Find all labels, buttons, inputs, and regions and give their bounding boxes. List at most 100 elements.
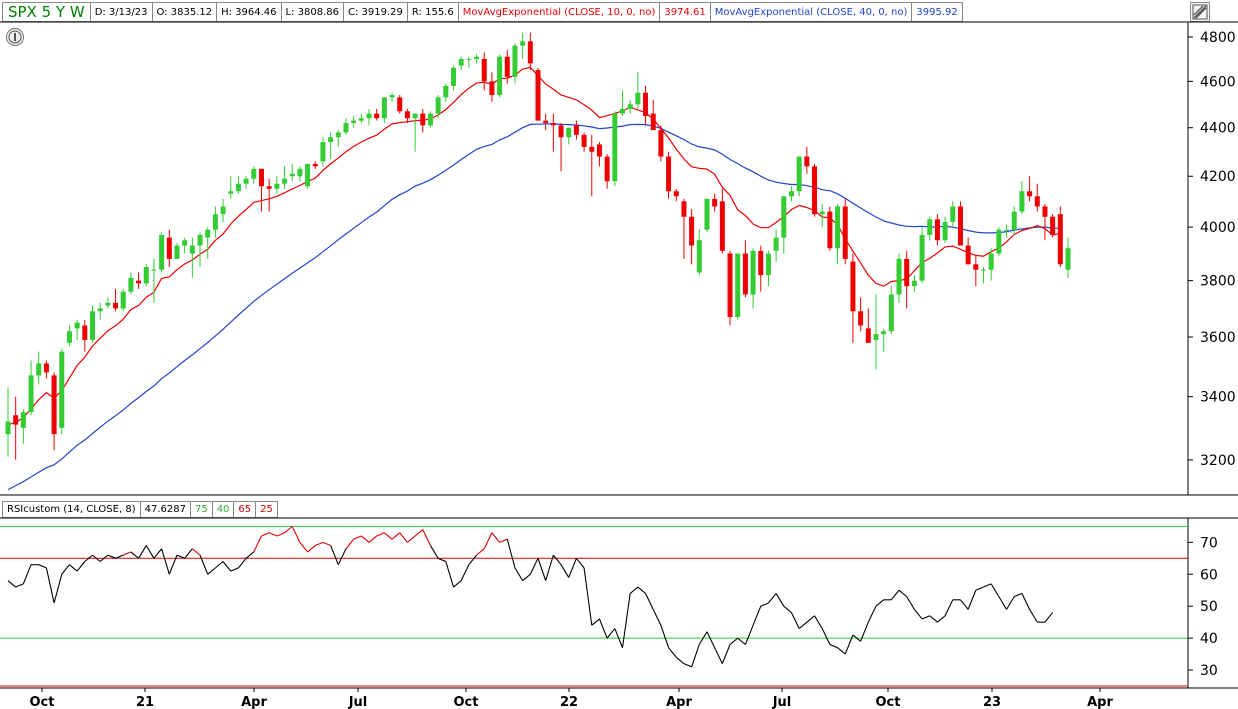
candle [312,161,318,169]
candle-body [927,219,933,235]
candle-body [758,250,764,276]
rsi-segment [514,567,524,581]
candle [189,237,195,278]
time-ticks: Oct 21 Apr Jul Oct 22 Apr Jul Oct 23 Apr [30,688,1113,709]
rsi-segment [960,599,969,610]
candle-body [43,363,49,373]
candle-body [796,156,802,192]
candle-body [197,234,203,246]
ema10-label[interactable]: MovAvgExponential (CLOSE, 10, 0, no) [459,3,661,21]
time-tick-label: 23 [983,695,1001,709]
candle-body [650,113,656,131]
rsi-overbought-level: 75 [191,502,213,517]
candle [143,264,149,287]
candle-body [896,258,902,295]
rsi-segment [399,532,408,543]
time-tick-label: 22 [560,695,578,709]
ema40-label[interactable]: MovAvgExponential (CLOSE, 40, 0, no) [711,3,913,21]
candle [235,176,241,194]
rsi-segment [322,541,331,547]
rsi-segment [537,558,547,581]
rsi-segment [345,538,355,550]
rsi-segment [760,602,769,607]
rsi-segment [407,535,416,543]
candle [573,120,579,140]
candle [220,198,226,222]
candle [612,111,618,187]
candle-body [105,302,111,306]
rsi-segment [837,647,846,655]
candle [243,176,249,189]
candle [458,56,464,71]
rsi-segment [737,637,746,645]
candle [627,99,633,114]
time-tick-label: 21 [136,695,154,709]
candle [1034,183,1040,212]
rsi-segment [222,561,232,572]
time-tick-label: Oct [454,695,479,709]
rsi-header: RSIcustom (14, CLOSE, 8) 47.6287 75 40 6… [2,501,278,518]
symbol-label[interactable]: SPX 5 Y W [3,3,91,21]
candle-body [220,206,226,215]
candle-body [274,183,280,189]
rsi-segment [967,590,977,610]
rsi-segment [61,564,70,575]
candle [504,50,510,84]
rsi-segment [176,554,185,559]
candle-body [604,156,610,182]
rsi-segment [445,561,455,588]
rsi-segment [867,605,877,623]
candle [589,134,595,197]
candle-body [289,173,295,177]
rsi-segment [1014,592,1023,598]
candle [1027,176,1033,202]
candle-body [335,132,341,138]
candle [858,297,864,332]
candle-body [166,237,172,259]
time-tick-label: Oct [876,695,901,709]
candle [773,229,779,262]
rsi-segment [84,554,93,562]
candle [735,253,741,320]
candle [527,32,533,71]
candle-body [258,168,264,187]
rsi-tick-label: 60 [1200,567,1218,583]
candle-body [696,240,702,273]
candle-body [74,322,80,329]
candle-body [1019,191,1025,212]
candle [374,108,380,121]
rsi-segment [437,557,447,563]
candle [765,250,771,287]
rsi-segment [38,564,47,569]
candle-body [804,156,810,167]
info-icon[interactable] [6,28,24,46]
chart-settings-icon[interactable] [1190,2,1210,22]
candle-body [812,166,818,215]
rsi-segment [483,532,493,549]
candle [873,294,879,370]
rsi-label[interactable]: RSIcustom (14, CLOSE, 8) [3,502,141,517]
candle-body [919,234,925,281]
ema40-path [7,123,1061,491]
candle-body [942,221,948,241]
candle-body [474,56,480,59]
candle [435,95,441,119]
candle-body [328,137,334,143]
candle [343,118,349,135]
rsi-segment [729,637,739,645]
rsi-segment [575,557,585,569]
rsi-segment [230,567,239,572]
candle-body [1057,214,1063,265]
candle [13,396,19,460]
rsi-segment [545,554,554,581]
rsi-segment [506,539,516,569]
candle-body [765,253,771,276]
candle [151,258,157,303]
candle [197,232,203,267]
rsi-segment [860,621,869,642]
rsi-segment [299,542,308,553]
rsi-tick-label: 70 [1200,535,1218,551]
candle [205,227,211,259]
candle-body [212,214,218,230]
